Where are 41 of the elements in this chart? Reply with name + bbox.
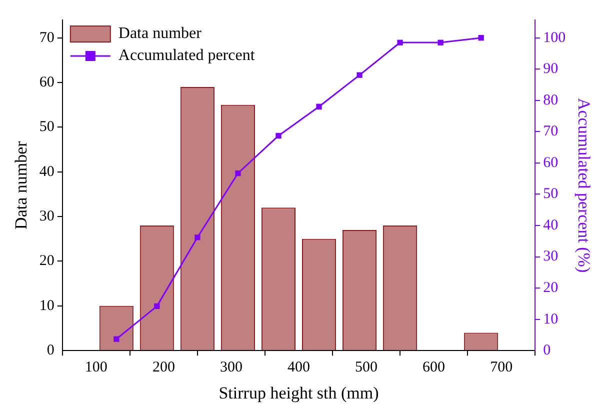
legend-label: Data number <box>118 25 202 42</box>
legend-label: Accumulated percent <box>118 47 256 64</box>
y2-tick-label: 60 <box>543 154 558 171</box>
y2-axis-title: Accumulated percent (%) <box>574 98 594 273</box>
x-tick-label: 100 <box>84 360 108 376</box>
y-tick-label: 50 <box>39 119 54 136</box>
y-tick-label: 30 <box>39 208 54 225</box>
x-tick-label: 300 <box>220 360 242 376</box>
y2-tick-label: 100 <box>543 30 566 46</box>
point <box>154 303 160 310</box>
y2-tick-label: 20 <box>543 280 558 296</box>
x-tick-label: 500 <box>355 360 378 376</box>
y2-tick-label: 10 <box>543 311 558 328</box>
x-tick-label: 600 <box>422 360 446 376</box>
x-axis-title: Stirrup height sth (mm) <box>218 383 379 402</box>
point <box>194 234 200 240</box>
x-tick-label: 700 <box>490 360 513 376</box>
y2-tick-label: 80 <box>543 92 558 108</box>
y-tick-label: 10 <box>39 298 54 314</box>
y-tick-label: 20 <box>39 253 54 270</box>
y-tick-label: 0 <box>46 342 54 359</box>
y-tick-label: 60 <box>39 74 54 90</box>
y2-tick-label: 40 <box>543 217 558 234</box>
y-tick-label: 70 <box>39 30 54 46</box>
y-axis-title: Data number <box>12 140 31 230</box>
point <box>397 40 403 46</box>
point <box>438 40 444 46</box>
y2-tick-label: 50 <box>543 186 558 202</box>
y2-tick-label: 0 <box>543 342 551 359</box>
point <box>316 104 322 110</box>
y2-tick-label: 30 <box>543 248 558 265</box>
point <box>356 72 362 78</box>
x-tick-label: 400 <box>288 360 310 376</box>
point <box>478 35 484 41</box>
point <box>276 132 282 139</box>
y-tick-label: 40 <box>39 164 54 180</box>
y2-tick-label: 90 <box>543 61 558 78</box>
point <box>235 170 241 176</box>
x-tick-label: 200 <box>152 360 175 376</box>
point <box>114 336 120 342</box>
y2-tick-label: 70 <box>543 124 558 140</box>
